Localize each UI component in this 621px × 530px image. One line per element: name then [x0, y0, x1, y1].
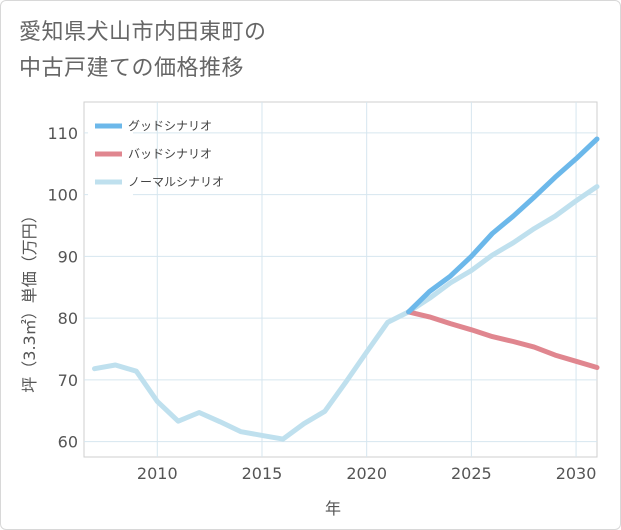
y-tick-label: 60 — [58, 433, 78, 452]
x-axis-title: 年 — [325, 499, 341, 518]
chart-title: 愛知県犬山市内田東町の 中古戸建ての価格推移 — [19, 15, 267, 87]
legend-label: グッドシナリオ — [128, 119, 212, 133]
tick-labels: 60 70 80 90 100 110 2010 2015 2020 2025 2030 — [47, 124, 596, 483]
y-tick-label: 90 — [58, 247, 78, 266]
y-axis-title: 坪（3.3㎡）単価（万円） — [20, 207, 39, 392]
y-tick-label: 80 — [58, 309, 78, 328]
series-line-2 — [92, 184, 600, 442]
legend-label: ノーマルシナリオ — [128, 175, 224, 189]
x-tick-label: 2015 — [242, 464, 283, 483]
series-layer — [92, 136, 600, 442]
series-line-0 — [406, 136, 600, 315]
x-tick-label: 2020 — [346, 464, 387, 483]
x-tick-label: 2025 — [451, 464, 492, 483]
x-tick-label: 2010 — [137, 464, 178, 483]
plot-area — [83, 101, 598, 458]
x-tick-label: 2030 — [556, 464, 597, 483]
title-line-2: 中古戸建ての価格推移 — [19, 56, 245, 81]
y-tick-label: 110 — [47, 124, 78, 143]
title-line-1: 愛知県犬山市内田東町の — [19, 20, 267, 45]
series-line-1 — [406, 309, 600, 370]
legend-label: バッドシナリオ — [128, 147, 212, 161]
y-tick-label: 70 — [58, 371, 78, 390]
y-tick-label: 100 — [47, 186, 78, 205]
